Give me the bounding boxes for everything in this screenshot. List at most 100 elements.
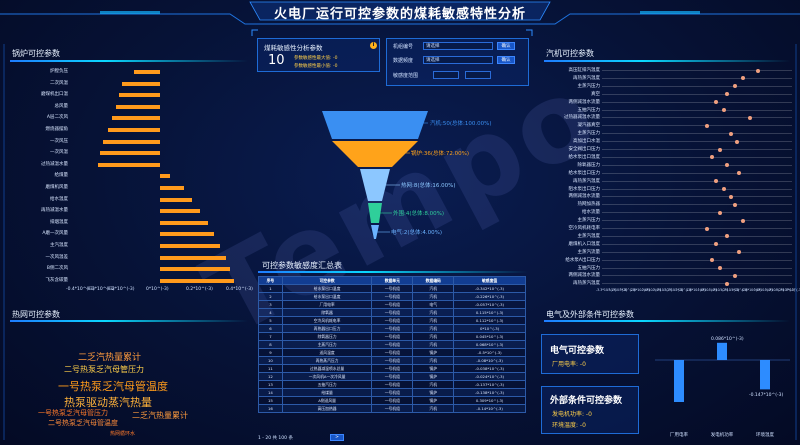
turbine-row-line <box>602 149 792 150</box>
turbine-dot[interactable] <box>725 163 730 168</box>
turbine-dot[interactable] <box>704 226 709 231</box>
turbine-dot[interactable] <box>717 210 722 215</box>
table-row[interactable]: 10 再热蒸汽压力 一号机组 汽机 -0.08*10^(-3) <box>258 356 526 365</box>
table-row[interactable]: 3 厂用电率 一号机组 电气 -0.057*10^(-3) <box>258 300 526 309</box>
table-row[interactable]: 2 给水泵出口温度 一号机组 汽机 -0.226*10^(-3) <box>258 292 526 301</box>
range-to-input[interactable] <box>465 71 491 79</box>
electric-card-title: 电气可控参数 <box>550 346 605 356</box>
turbine-label: 五抽汽压力 <box>577 265 601 271</box>
turbine-dot-chart: 高压缸排汽温度 再热蒸汽温度 主蒸汽压力 真空 两侧减温水流量 五抽汽压力 过热器减温水流量… <box>540 62 800 302</box>
electric-title-line <box>544 320 790 322</box>
table-row[interactable]: 8 主蒸汽压力 一号机组 汽机 0.068*10^(-3) <box>258 340 526 349</box>
funnel-chart <box>322 111 428 239</box>
turbine-label: 再热蒸汽温度 <box>573 178 600 184</box>
table-header-cell: 数据编码 <box>412 276 455 285</box>
turbine-dot[interactable] <box>740 76 745 81</box>
electric-category-label: 厂用电率 <box>670 431 688 438</box>
turbine-dot[interactable] <box>710 258 715 263</box>
turbine-dot[interactable] <box>736 250 741 255</box>
table-cell: 一号机组 <box>371 396 414 405</box>
turbine-dot[interactable] <box>717 266 722 270</box>
boiler-label: 过热减温水量 <box>41 161 68 167</box>
table-row[interactable]: 9 送风温度 一号机组 锅炉 -0.5*10^(-3) <box>258 348 526 357</box>
table-row[interactable]: 6 再热器出口压力 一号机组 汽机 0*10^(-3) <box>258 324 526 333</box>
table-cell: 汽机 <box>412 308 455 317</box>
electric-bar-label: 0.086*10^(-3) <box>711 336 744 342</box>
table-cell: 再热器出口压力 <box>281 324 373 333</box>
turbine-dot[interactable] <box>736 171 741 176</box>
turbine-dot[interactable] <box>748 115 753 120</box>
unit-select[interactable]: 请选择 <box>423 42 493 50</box>
unit-confirm-button[interactable]: 确认 <box>497 42 515 50</box>
turbine-dot[interactable] <box>725 281 730 286</box>
freq-confirm-button[interactable]: 确认 <box>497 56 515 64</box>
table-row[interactable]: 15 A侧送风量 一号机组 锅炉 0.309*10^(-3) <box>258 396 526 405</box>
turbine-tick: -2.4*10^(-3) <box>651 288 673 292</box>
turbine-dot[interactable] <box>733 273 737 278</box>
turbine-row-line <box>602 117 792 119</box>
table-cell: 一号机组 <box>371 300 414 309</box>
boiler-tick: 0.4*10^(-3) <box>226 287 253 292</box>
turbine-dot[interactable] <box>721 108 726 112</box>
turbine-label: 安全阀出口压力 <box>568 147 601 152</box>
summary-table-wrap: 序号 可控参数 数据单元 数据编码 敏感度值 1 给水泵出口温度 一号机组 汽机 -0.342*… <box>258 276 528 432</box>
table-row[interactable]: 4 除氧器 一号机组 汽机 0.115*10^(-3) <box>258 308 526 317</box>
turbine-label: 主蒸汽压力 <box>577 83 601 89</box>
table-cell: -0.14*10^(-3) <box>453 404 526 413</box>
table-row[interactable]: 7 除氧器压力 一号机组 汽机 0.045*10^(-3) <box>258 332 526 341</box>
turbine-dot[interactable] <box>733 202 737 207</box>
info-icon[interactable]: i <box>370 42 377 49</box>
turbine-dot[interactable] <box>755 68 760 73</box>
table-cell: -0.024*10^(-3) <box>453 372 526 381</box>
table-row[interactable]: 11 过热器减温喷水总量 一号机组 锅炉 -0.038*10^(-3) <box>258 364 526 373</box>
table-cell: 一号机组 <box>371 380 414 389</box>
boiler-label: 给水温度 <box>50 196 68 202</box>
range-from-input[interactable] <box>433 71 459 79</box>
boiler-bar <box>160 209 200 214</box>
summary-table: 序号 可控参数 数据单元 数据编码 敏感度值 1 给水泵出口温度 一号机组 汽机 -0.342*… <box>258 276 526 413</box>
pager-next-button[interactable]: > <box>330 434 344 441</box>
table-cell: 给水泵出口温度 <box>281 284 373 293</box>
freq-select[interactable]: 请选择 <box>423 56 493 64</box>
table-row[interactable]: 14 给煤量 一号机组 锅炉 -0.138*10^(-3) <box>258 388 526 397</box>
table-row[interactable]: 16 高压加热器 一号机组 汽机 -0.14*10^(-3) <box>258 404 526 413</box>
filter-card: 机组编号 请选择 确认 数据频度 请选择 确认 敏感度范围 <box>386 38 529 86</box>
table-cell: 空冷风机耗电率 <box>281 316 373 325</box>
boiler-bar <box>160 174 170 179</box>
turbine-dot[interactable] <box>740 218 745 223</box>
turbine-dot[interactable] <box>721 187 726 191</box>
table-cell: 一次风机A一次冷风量 <box>281 372 373 381</box>
turbine-dot[interactable] <box>733 84 737 89</box>
turbine-dot[interactable] <box>714 242 718 247</box>
turbine-label: 再热蒸汽温度 <box>573 281 600 287</box>
turbine-dot[interactable] <box>717 147 722 152</box>
table-row[interactable]: 1 给水泵出口温度 一号机组 汽机 -0.342*10^(-3) <box>258 284 526 293</box>
table-cell: 主蒸汽压力 <box>281 340 373 349</box>
turbine-dot[interactable] <box>725 92 730 97</box>
turbine-dot[interactable] <box>729 194 734 199</box>
table-cell: 8 <box>258 340 283 349</box>
turbine-dot[interactable] <box>729 131 734 136</box>
turbine-label: 给水泵出口压力 <box>568 170 601 176</box>
turbine-row-line <box>602 228 792 229</box>
electric-card: 电气可控参数 厂用电率: -0 <box>541 334 639 374</box>
turbine-dot[interactable] <box>704 123 709 128</box>
turbine-dot[interactable] <box>714 179 718 184</box>
table-row[interactable]: 12 一次风机A一次冷风量 一号机组 锅炉 -0.024*10^(-3) <box>258 372 526 381</box>
electric-bar <box>674 360 684 402</box>
turbine-dot[interactable] <box>714 100 718 105</box>
table-cell: 0.115*10^(-3) <box>453 308 526 317</box>
table-row[interactable]: 13 五抽汽压力 一号机组 汽机 -0.137*10^(-3) <box>258 380 526 389</box>
turbine-dot[interactable] <box>725 234 730 239</box>
table-row[interactable]: 5 空冷风机耗电率 一号机组 汽机 0.112*10^(-3) <box>258 316 526 325</box>
boiler-tick: -0.3*10^(-3) <box>86 287 115 292</box>
turbine-dot[interactable] <box>710 155 715 160</box>
electric-bar <box>760 360 770 390</box>
turbine-label: 过热器减温水流量 <box>564 115 600 121</box>
turbine-tick: -3.1*10^(-3) <box>607 288 628 292</box>
table-cell: 锅炉 <box>412 388 455 397</box>
turbine-label: 主蒸汽温度 <box>577 233 601 239</box>
boiler-bar <box>100 151 160 156</box>
boiler-label: A磨一次风量 <box>42 231 68 237</box>
turbine-dot[interactable] <box>734 139 739 144</box>
